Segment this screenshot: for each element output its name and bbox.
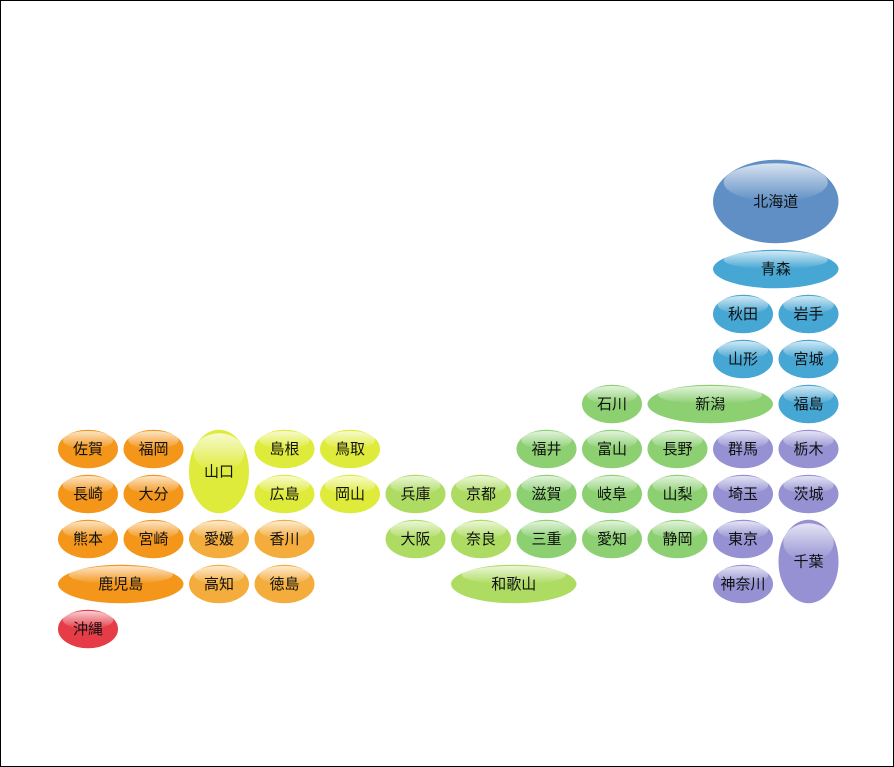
prefecture-gloss	[586, 521, 638, 539]
prefecture-label: 滋賀	[531, 485, 561, 503]
prefecture-label: 青森	[761, 260, 791, 278]
prefecture-gloss	[324, 476, 376, 494]
prefecture-gloss	[62, 521, 114, 539]
prefecture-gloss	[717, 476, 769, 494]
prefecture-gloss	[193, 521, 245, 539]
prefecture-label: 島根	[269, 440, 299, 458]
prefecture-label: 福岡	[138, 440, 168, 458]
prefecture-gloss	[521, 521, 572, 539]
prefecture-gloss	[128, 431, 179, 449]
prefecture-gloss	[193, 433, 245, 472]
prefecture-label: 京都	[466, 485, 496, 503]
prefecture-gloss	[62, 431, 114, 449]
prefecture-label: 石川	[597, 395, 627, 413]
prefecture-gloss	[128, 476, 179, 494]
prefecture-gloss	[62, 476, 114, 494]
prefecture-gloss	[68, 566, 173, 584]
prefecture-label: 長野	[662, 440, 692, 458]
prefecture-label: 徳島	[269, 575, 299, 593]
prefecture-label: 富山	[597, 440, 627, 458]
prefecture-gloss	[652, 476, 703, 494]
prefecture-label: 茨城	[793, 485, 823, 503]
prefecture-label: 愛媛	[204, 530, 234, 548]
prefecture-label: 群馬	[728, 440, 758, 458]
prefecture-gloss	[783, 431, 834, 449]
prefecture-label: 千葉	[793, 553, 823, 571]
prefecture-label: 栃木	[793, 440, 823, 458]
prefecture-label: 宮城	[793, 350, 823, 368]
prefecture-label: 山梨	[662, 485, 692, 503]
prefecture-label: 岐阜	[597, 485, 627, 503]
prefecture-gloss	[390, 521, 441, 539]
prefecture-label: 高知	[204, 575, 234, 593]
prefecture-label: 岡山	[335, 485, 365, 503]
prefecture-gloss	[783, 386, 834, 404]
prefecture-gloss	[455, 521, 507, 539]
prefecture-gloss	[62, 611, 114, 629]
prefecture-gloss	[658, 386, 763, 404]
prefecture-gloss	[717, 521, 769, 539]
prefecture-label: 熊本	[73, 530, 103, 548]
prefecture-gloss	[717, 431, 769, 449]
prefecture-gloss	[521, 476, 572, 494]
prefecture-label: 大分	[138, 485, 168, 503]
prefecture-label: 鳥取	[335, 440, 365, 458]
prefecture-gloss	[461, 566, 566, 584]
prefecture-label: 新潟	[695, 395, 725, 413]
prefecture-gloss	[521, 431, 572, 449]
prefecture-gloss	[259, 476, 310, 494]
prefecture-gloss	[723, 251, 828, 269]
prefecture-gloss	[259, 566, 310, 584]
prefecture-gloss	[390, 476, 441, 494]
prefecture-gloss	[717, 566, 769, 584]
prefecture-gloss	[652, 521, 703, 539]
prefecture-label: 鹿児島	[98, 575, 143, 593]
prefecture-gloss	[783, 476, 834, 494]
prefecture-label: 大阪	[400, 530, 430, 548]
prefecture-label: 宮崎	[138, 530, 168, 548]
prefecture-label: 沖縄	[73, 620, 103, 638]
prefecture-label: 秋田	[728, 305, 758, 323]
prefecture-gloss	[717, 341, 769, 359]
prefecture-gloss	[259, 431, 310, 449]
prefecture-gloss	[455, 476, 507, 494]
prefecture-label: 広島	[269, 485, 299, 503]
prefecture-gloss	[783, 341, 834, 359]
prefecture-gloss	[652, 431, 703, 449]
prefecture-label: 神奈川	[720, 575, 765, 593]
prefecture-label: 三重	[531, 530, 561, 548]
prefecture-label: 埼玉	[728, 485, 758, 503]
prefecture-gloss	[193, 566, 245, 584]
prefecture-label: 和歌山	[491, 575, 536, 593]
prefecture-label: 愛知	[597, 530, 627, 548]
prefecture-gloss	[783, 523, 834, 562]
prefecture-label: 奈良	[466, 530, 496, 548]
prefecture-gloss	[586, 476, 638, 494]
prefecture-label: 山形	[728, 350, 758, 368]
prefecture-label: 東京	[728, 530, 758, 548]
prefecture-gloss	[586, 386, 638, 404]
prefecture-label: 兵庫	[400, 485, 430, 503]
prefecture-label: 山口	[204, 463, 234, 481]
prefecture-label: 北海道	[753, 193, 798, 211]
prefecture-label: 佐賀	[73, 440, 103, 458]
prefecture-label: 岩手	[793, 305, 823, 323]
prefecture-label: 静岡	[662, 530, 692, 548]
prefecture-gloss	[717, 296, 769, 314]
prefecture-gloss	[586, 431, 638, 449]
prefecture-gloss	[324, 431, 376, 449]
prefecture-gloss	[783, 296, 834, 314]
prefecture-label: 香川	[269, 530, 299, 548]
prefecture-gloss	[723, 163, 828, 202]
prefecture-label: 福井	[531, 440, 561, 458]
prefecture-gloss	[128, 521, 179, 539]
prefecture-label: 福島	[793, 395, 823, 413]
prefecture-label: 長崎	[73, 485, 103, 503]
prefecture-gloss	[259, 521, 310, 539]
